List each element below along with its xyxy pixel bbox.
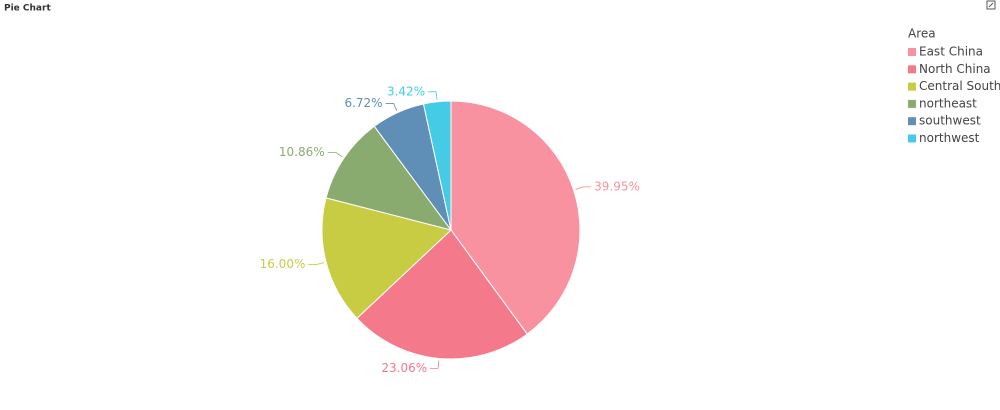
leader-line [308, 262, 325, 265]
data-label: 16.00% [260, 257, 306, 271]
pie-slice [325, 125, 453, 231]
legend-swatch [908, 134, 916, 143]
chart-title: Pie Chart [4, 4, 51, 14]
leader-line [385, 103, 398, 111]
data-label: 23.06% [381, 361, 427, 375]
legend-swatch [908, 99, 916, 108]
data-label: 3.42% [387, 84, 425, 98]
legend-swatch [908, 82, 916, 91]
pie-slice [356, 229, 528, 360]
legend-label: East China [919, 45, 983, 59]
legend-title: Area [908, 27, 936, 41]
legend-label: Central South [919, 79, 1000, 93]
data-label: 39.95% [594, 179, 640, 193]
leader-line [327, 151, 343, 158]
leader-line [428, 91, 438, 100]
legend-label: northwest [919, 131, 980, 145]
data-label: 6.72% [344, 96, 382, 110]
leader-line [430, 360, 440, 369]
legend-swatch [908, 65, 916, 74]
expand-icon[interactable] [986, 0, 996, 10]
pie-slice [321, 197, 453, 319]
pie-slice [422, 100, 452, 231]
legend-swatch [908, 48, 916, 56]
legend-label: southwest [919, 114, 981, 128]
legend-label: North China [919, 62, 991, 76]
legend-swatch [908, 117, 916, 126]
legend-label: northeast [919, 96, 977, 110]
data-label: 10.86% [279, 145, 325, 159]
pie-slice [450, 100, 581, 335]
leader-line [575, 186, 592, 190]
